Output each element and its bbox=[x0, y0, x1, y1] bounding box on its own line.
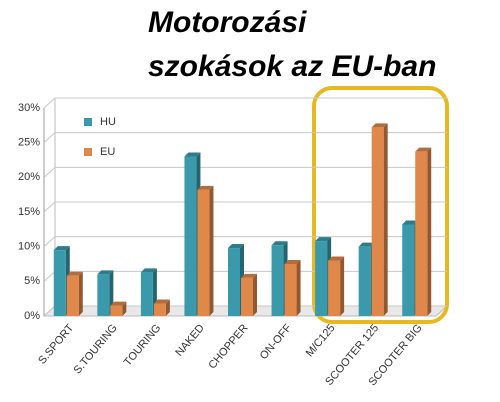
grid-line bbox=[43, 132, 447, 144]
bar-top bbox=[153, 299, 170, 304]
bar-side bbox=[209, 185, 214, 316]
legend-label: EU bbox=[100, 146, 115, 158]
chart-title: szokások az EU-ban bbox=[148, 50, 436, 83]
y-tick-label: 25% bbox=[18, 137, 40, 149]
bar-top bbox=[66, 271, 83, 276]
bar-top bbox=[241, 273, 257, 278]
bar bbox=[284, 264, 297, 316]
bar bbox=[271, 245, 284, 316]
bar bbox=[328, 260, 341, 316]
bar bbox=[153, 303, 166, 316]
bar-side bbox=[122, 301, 127, 316]
bar bbox=[415, 151, 428, 316]
legend-swatch bbox=[84, 118, 92, 126]
grid-line bbox=[43, 166, 447, 178]
y-tick-label: 10% bbox=[18, 241, 40, 253]
x-tick-label: M/C125 bbox=[304, 322, 338, 359]
bar-top bbox=[53, 246, 70, 251]
y-tick-label: 15% bbox=[18, 206, 40, 218]
bar-side bbox=[427, 147, 432, 316]
bar-side bbox=[78, 271, 83, 316]
x-tick-label: NAKED bbox=[173, 322, 207, 359]
bar-top bbox=[415, 147, 432, 152]
x-tick-label: S.TOURING bbox=[72, 322, 120, 376]
bar-side bbox=[340, 256, 345, 316]
bar bbox=[66, 275, 79, 316]
bar-side bbox=[165, 299, 170, 316]
bar-top bbox=[315, 237, 332, 242]
bar bbox=[358, 246, 371, 316]
bar-top bbox=[271, 241, 288, 246]
bar bbox=[241, 277, 253, 316]
bar-top bbox=[197, 185, 214, 190]
x-tick-label: ON-OFF bbox=[258, 322, 294, 362]
bar-top bbox=[228, 244, 244, 249]
bar bbox=[197, 189, 210, 316]
x-tick-label: S.SPORT bbox=[36, 322, 76, 367]
bar-top bbox=[110, 301, 127, 306]
bar bbox=[402, 224, 415, 316]
bar-top bbox=[358, 242, 375, 247]
y-tick-label: 20% bbox=[18, 171, 40, 183]
bar-top bbox=[97, 270, 114, 275]
bar-top bbox=[284, 260, 301, 264]
bar bbox=[97, 274, 110, 316]
bar bbox=[228, 248, 240, 316]
grid-line bbox=[43, 201, 447, 213]
grid-line bbox=[43, 236, 447, 248]
bar-top bbox=[402, 220, 419, 225]
x-tick-label: TOURING bbox=[122, 322, 164, 368]
bar bbox=[184, 156, 197, 316]
bar bbox=[315, 241, 328, 316]
bar bbox=[110, 305, 123, 316]
bar-side bbox=[253, 273, 257, 316]
bar bbox=[53, 250, 66, 316]
chart-title: Motorozási bbox=[148, 6, 307, 39]
bar bbox=[140, 272, 153, 316]
bar-top bbox=[184, 152, 201, 157]
legend-label: HU bbox=[100, 116, 116, 128]
grid-line bbox=[43, 97, 447, 109]
bar-top bbox=[140, 268, 157, 273]
y-tick-label: 0% bbox=[24, 310, 40, 322]
x-tick-label: CHOPPER bbox=[206, 322, 250, 371]
y-tick-label: 5% bbox=[24, 275, 40, 287]
bar-side bbox=[296, 260, 301, 316]
bar-side bbox=[383, 123, 388, 316]
bar bbox=[371, 127, 384, 316]
y-tick-label: 30% bbox=[18, 102, 40, 114]
bar-top bbox=[328, 256, 345, 261]
bar-top bbox=[371, 123, 388, 128]
legend-swatch bbox=[84, 148, 92, 156]
highlight-box bbox=[312, 86, 449, 324]
